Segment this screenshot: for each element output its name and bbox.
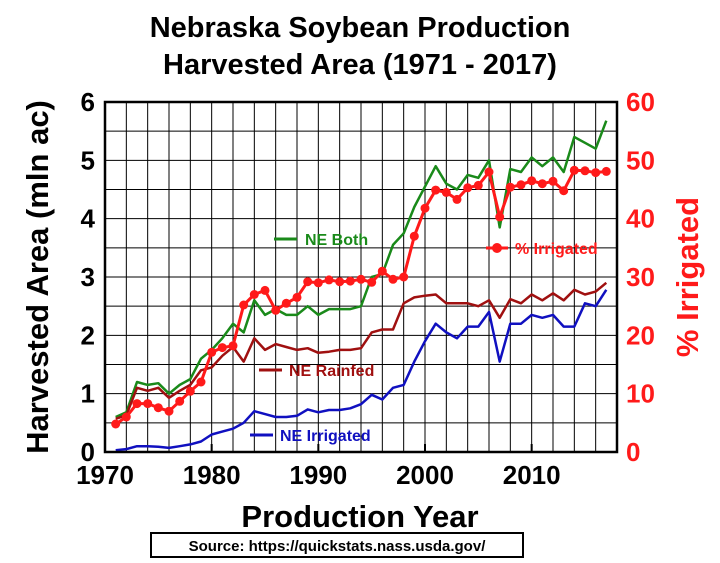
data-point-pct-irrigated xyxy=(196,377,206,387)
data-point-pct-irrigated xyxy=(505,182,515,192)
series-line-ne-irrigated xyxy=(115,289,608,452)
data-point-pct-irrigated xyxy=(335,277,345,287)
chart-title-line1: Nebraska Soybean Production xyxy=(150,12,571,44)
data-point-pct-irrigated xyxy=(164,406,174,416)
y-tick-label: 1 xyxy=(81,379,95,409)
data-point-pct-irrigated xyxy=(345,276,355,286)
legend-label-ne-both: NE Both xyxy=(305,232,368,249)
data-point-pct-irrigated xyxy=(388,274,398,284)
data-point-pct-irrigated xyxy=(537,179,547,189)
y2-tick-label: 10 xyxy=(626,379,655,409)
y-tick-label: 3 xyxy=(81,262,95,292)
data-point-pct-irrigated xyxy=(463,183,473,193)
series-layer xyxy=(111,120,611,452)
data-point-pct-irrigated xyxy=(580,166,590,176)
y2-tick-label: 60 xyxy=(626,87,655,117)
data-point-pct-irrigated xyxy=(292,292,302,302)
data-point-pct-irrigated xyxy=(175,396,185,406)
series-line-ne-rainfed xyxy=(115,281,608,420)
data-point-pct-irrigated xyxy=(111,419,121,429)
data-point-pct-irrigated xyxy=(495,212,505,222)
data-point-pct-irrigated xyxy=(207,347,217,357)
data-point-pct-irrigated xyxy=(367,277,377,287)
data-point-pct-irrigated xyxy=(377,266,387,276)
y2-tick-label: 40 xyxy=(626,204,655,234)
legend-label-ne-rainfed: NE Rainfed xyxy=(289,363,374,380)
y2-axis-label: % Irrigated xyxy=(670,197,705,357)
data-point-pct-irrigated xyxy=(132,399,142,409)
data-point-pct-irrigated xyxy=(409,231,419,241)
data-point-pct-irrigated xyxy=(473,180,483,190)
y2-tick-label: 30 xyxy=(626,262,655,292)
data-point-pct-irrigated xyxy=(228,341,238,351)
x-tick-label: 1990 xyxy=(289,460,347,490)
legend-label-ne-irrigated: NE Irrigated xyxy=(280,428,371,445)
data-point-pct-irrigated xyxy=(324,275,334,285)
data-point-pct-irrigated xyxy=(143,399,153,409)
data-point-pct-irrigated xyxy=(431,185,441,195)
data-point-pct-irrigated xyxy=(527,176,537,186)
data-point-pct-irrigated xyxy=(121,412,131,422)
y2-tick-label: 0 xyxy=(626,437,640,467)
y-tick-label: 0 xyxy=(81,437,95,467)
y-tick-label: 5 xyxy=(81,145,95,175)
plot-frame xyxy=(103,100,619,454)
data-point-pct-irrigated xyxy=(271,305,281,315)
data-point-pct-irrigated xyxy=(356,274,366,284)
x-axis-label: Production Year xyxy=(241,499,478,534)
data-point-pct-irrigated xyxy=(185,386,195,396)
data-point-pct-irrigated xyxy=(484,167,494,177)
data-point-pct-irrigated xyxy=(591,168,601,178)
data-point-pct-irrigated xyxy=(420,203,430,213)
source-box xyxy=(150,532,524,558)
data-point-pct-irrigated xyxy=(399,272,409,282)
data-point-pct-irrigated xyxy=(217,343,227,353)
data-point-pct-irrigated xyxy=(153,403,163,413)
x-tick-label: 1970 xyxy=(76,460,134,490)
data-point-pct-irrigated xyxy=(260,285,270,295)
chart-title-line2: Harvested Area (1971 - 2017) xyxy=(163,49,557,81)
x-tick-label: 2010 xyxy=(503,460,561,490)
y-tick-label: 2 xyxy=(81,320,95,350)
x-tick-label: 2000 xyxy=(396,460,454,490)
y-axis-label: Harvested Area (mln ac) xyxy=(20,100,55,454)
data-point-pct-irrigated xyxy=(569,165,579,175)
legend-marker-pct-irrigated xyxy=(492,243,502,253)
data-point-pct-irrigated xyxy=(601,166,611,176)
data-point-pct-irrigated xyxy=(281,298,291,308)
data-point-pct-irrigated xyxy=(452,194,462,204)
y-tick-label: 4 xyxy=(81,204,96,234)
y2-tick-label: 20 xyxy=(626,320,655,350)
data-point-pct-irrigated xyxy=(249,290,259,299)
legend: NE Both % Irrigated NE Rainfed NE Irriga… xyxy=(250,232,598,445)
series-line-ne-both xyxy=(115,120,608,419)
x-tick-label: 1980 xyxy=(183,460,241,490)
source-text: Source: https://quickstats.nass.usda.gov… xyxy=(189,538,487,555)
data-point-pct-irrigated xyxy=(548,176,558,186)
legend-label-pct-irrigated: % Irrigated xyxy=(515,241,598,258)
data-point-pct-irrigated xyxy=(239,300,249,310)
y2-tick-label: 50 xyxy=(626,145,655,175)
y-tick-label: 6 xyxy=(81,87,95,117)
data-point-pct-irrigated xyxy=(303,277,313,287)
data-point-pct-irrigated xyxy=(441,187,451,197)
data-point-pct-irrigated xyxy=(313,278,323,288)
data-point-pct-irrigated xyxy=(559,186,569,196)
data-point-pct-irrigated xyxy=(516,180,526,190)
